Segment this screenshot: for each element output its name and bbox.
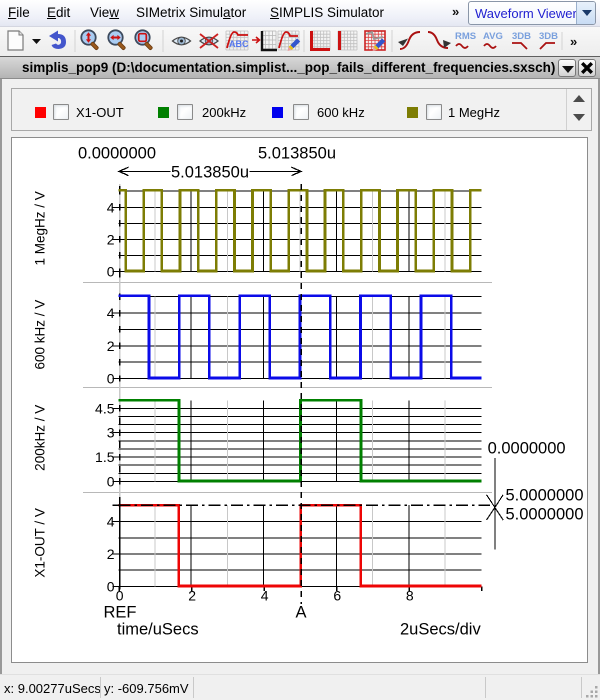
svg-text:2: 2 <box>107 338 115 354</box>
svg-text:0: 0 <box>107 473 115 489</box>
svg-text:3DB: 3DB <box>512 31 531 42</box>
svg-text:0: 0 <box>107 579 115 595</box>
svg-text:0.0000000: 0.0000000 <box>488 439 566 457</box>
svg-text:600 kHz / V: 600 kHz / V <box>33 300 48 370</box>
svg-text:5.013850u: 5.013850u <box>171 163 249 181</box>
svg-text:3DB: 3DB <box>539 31 558 42</box>
svg-text:4: 4 <box>107 514 115 530</box>
svg-text:»: » <box>570 34 577 49</box>
svg-text:time/uSecs: time/uSecs <box>117 621 199 639</box>
svg-text:2: 2 <box>107 546 115 562</box>
svg-text:0.0000000: 0.0000000 <box>78 145 156 163</box>
svg-text:5.0000000: 5.0000000 <box>506 506 584 524</box>
svg-text:4: 4 <box>107 305 115 321</box>
svg-text:A: A <box>296 604 307 622</box>
svg-text:6: 6 <box>333 588 341 604</box>
svg-text:RMS: RMS <box>455 31 476 42</box>
svg-text:2uSecs/div: 2uSecs/div <box>400 621 481 639</box>
svg-text:2: 2 <box>107 231 115 247</box>
svg-text:8: 8 <box>406 588 414 604</box>
svg-text:200kHz / V: 200kHz / V <box>33 405 48 471</box>
svg-text:5.0000000: 5.0000000 <box>506 487 584 505</box>
svg-text:0: 0 <box>107 264 115 280</box>
svg-text:REF: REF <box>104 604 137 622</box>
svg-text:4: 4 <box>261 588 269 604</box>
svg-text:ABC: ABC <box>229 39 249 49</box>
svg-text:4: 4 <box>107 199 115 215</box>
svg-text:X1-OUT / V: X1-OUT / V <box>33 508 48 578</box>
svg-text:1 MegHz / V: 1 MegHz / V <box>33 191 48 265</box>
svg-text:4.5: 4.5 <box>95 400 115 416</box>
svg-text:1.5: 1.5 <box>95 449 115 465</box>
svg-text:3: 3 <box>107 425 115 441</box>
svg-text:0: 0 <box>107 371 115 387</box>
svg-text:AVG: AVG <box>483 31 503 42</box>
svg-text:0: 0 <box>116 588 124 604</box>
svg-text:2: 2 <box>188 588 196 604</box>
svg-text:5.013850u: 5.013850u <box>258 145 336 163</box>
